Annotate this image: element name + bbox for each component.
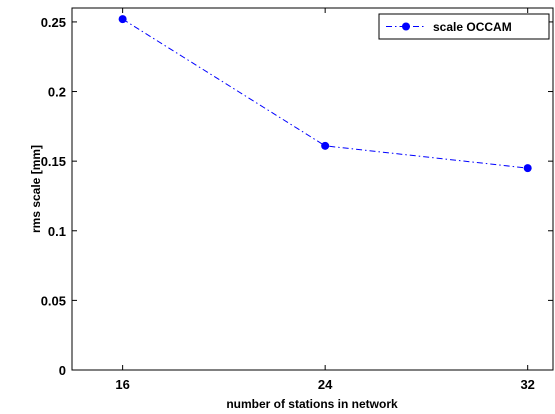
legend-label: scale OCCAM (433, 20, 512, 34)
x-axis-title: number of stations in network (226, 397, 398, 411)
legend: scale OCCAM (378, 13, 550, 40)
x-tick-label: 24 (318, 377, 333, 392)
legend-marker (402, 22, 410, 31)
y-tick-label: 0.15 (41, 154, 66, 169)
data-point (523, 164, 532, 173)
x-tick-label: 16 (115, 377, 129, 392)
data-point (321, 141, 330, 150)
y-tick-label: 0.1 (48, 224, 66, 239)
y-tick-label: 0.05 (41, 293, 66, 308)
y-tick-label: 0 (59, 363, 66, 378)
x-tick-label: 32 (520, 377, 534, 392)
plot-area (71, 7, 554, 371)
y-axis: 0 0.05 0.1 0.15 0.2 0.25 (41, 15, 553, 378)
series-group (118, 15, 532, 173)
y-axis-title: rms scale [mm] (29, 145, 43, 233)
x-axis: 16 24 32 (115, 8, 535, 392)
y-tick-label: 0.25 (41, 15, 66, 30)
y-tick-label: 0.2 (48, 85, 66, 100)
data-point (118, 15, 127, 24)
